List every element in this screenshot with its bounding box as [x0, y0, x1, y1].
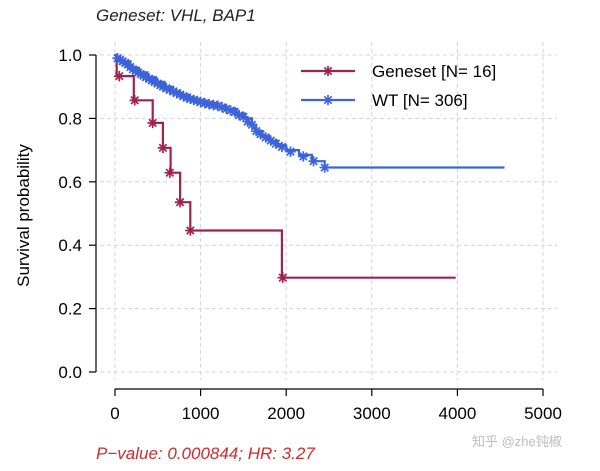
censor-mark-1: [174, 89, 186, 100]
x-tick-label: 3000: [353, 404, 391, 423]
censor-mark-1: [298, 151, 309, 162]
censor-mark-1: [238, 111, 249, 123]
censor-mark-0: [157, 142, 169, 154]
watermark: 知乎 @zhe钝椒: [472, 434, 562, 449]
censor-mark-1: [319, 162, 330, 173]
x-tick-label: 1000: [182, 404, 220, 423]
p-value-text: P−value: 0.000844; HR: 3.27: [96, 444, 315, 463]
censor-mark-0: [174, 196, 186, 208]
censor-mark-1: [308, 155, 319, 167]
y-tick-label: 1.0: [58, 46, 82, 65]
censor-mark-0: [147, 117, 158, 129]
censor-mark-1: [285, 146, 296, 157]
grid: [100, 42, 557, 380]
censor-mark-0: [164, 167, 175, 178]
legend: Geneset [N= 16] WT [N= 306]: [301, 62, 496, 110]
legend-label-1: WT [N= 306]: [372, 91, 468, 110]
y-tick-label: 0.0: [58, 363, 82, 382]
legend-marker-1: [322, 94, 334, 106]
series-layer: [112, 52, 505, 283]
y-tick-label: 0.4: [58, 236, 82, 255]
x-tick-label: 0: [110, 404, 119, 423]
y-tick-label: 0.8: [58, 109, 82, 128]
y-tick-label: 0.6: [58, 173, 82, 192]
y-tick-label: 0.2: [58, 300, 82, 319]
chart-title: Geneset: VHL, BAP1: [96, 6, 256, 25]
x-tick-label: 4000: [438, 404, 476, 423]
axes: 0.0 0.2 0.4 0.6 0.8 1.0 Survival probability 0 1…: [14, 46, 562, 423]
x-tick-label: 5000: [524, 404, 562, 423]
censor-mark-0: [114, 70, 125, 82]
censor-mark-0: [277, 272, 288, 283]
censor-mark-1: [246, 119, 258, 130]
censor-mark-1: [276, 141, 288, 153]
x-tick-label: 2000: [267, 404, 305, 423]
legend-marker-0: [322, 65, 334, 77]
censor-mark-0: [129, 95, 140, 106]
censor-mark-0: [185, 225, 196, 236]
legend-label-0: Geneset [N= 16]: [372, 62, 496, 81]
y-axis-label: Survival probability: [14, 144, 33, 287]
